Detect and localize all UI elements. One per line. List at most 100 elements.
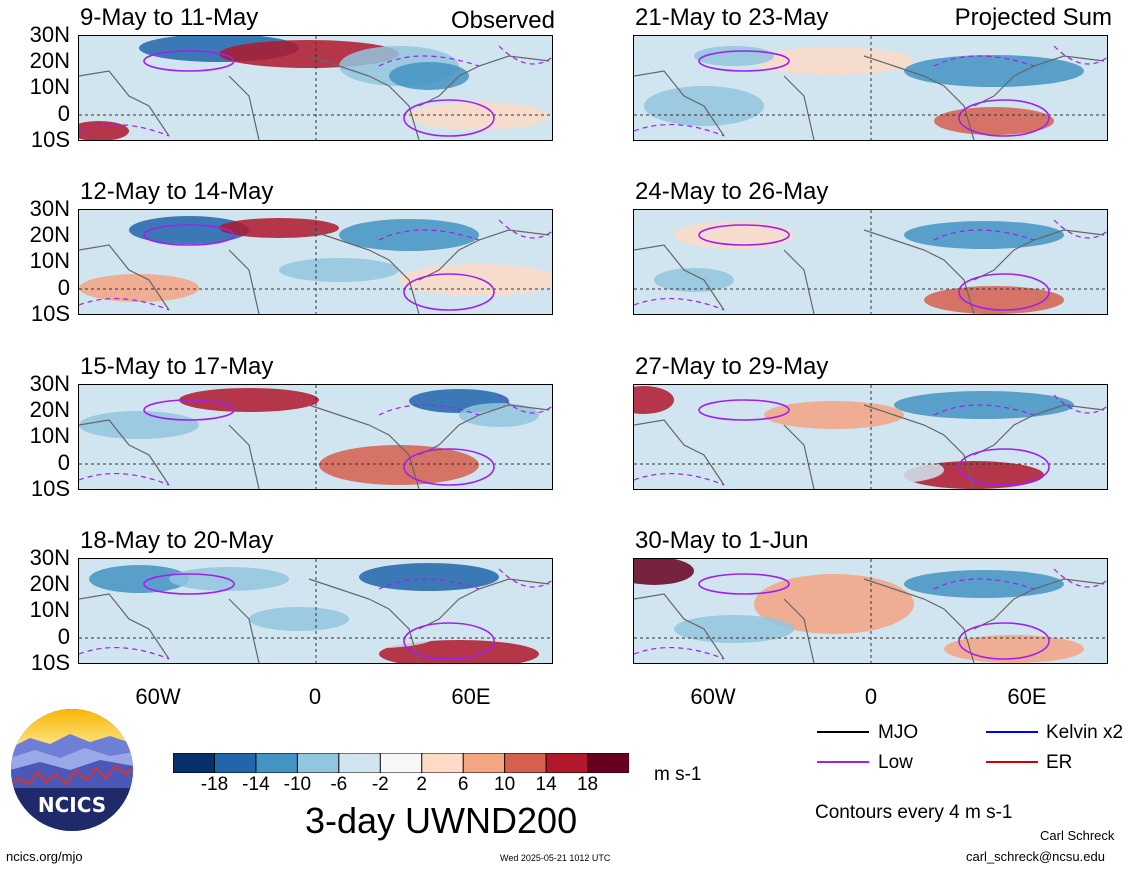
colorbar-tick-label: 18 — [576, 774, 599, 795]
panel-title: 24-May to 26-May — [635, 178, 829, 205]
map-panel — [78, 35, 553, 141]
lon-label: 60W — [135, 684, 181, 709]
anomaly-shading — [654, 268, 734, 292]
lat-label: 20N — [29, 48, 70, 73]
anomaly-shading — [129, 216, 249, 244]
lat-label: 30N — [29, 22, 70, 47]
anomaly-shading — [904, 55, 1084, 87]
map-canvas — [634, 210, 1107, 314]
panel-title: 21-May to 23-May — [635, 4, 829, 31]
low-contour — [403, 273, 495, 311]
legend-kelvin: Kelvin x2 — [1046, 722, 1124, 743]
figure-title: 3-day UWND200 — [305, 800, 578, 841]
mjo-line-icon — [817, 731, 869, 733]
map-panel — [633, 35, 1108, 141]
colorbar-swatch — [379, 752, 423, 774]
colorbar-swatch — [296, 752, 340, 774]
low-contour — [143, 224, 235, 246]
anomaly-shading — [904, 221, 1064, 249]
anomaly-shading — [219, 218, 339, 238]
colorbar-tick-label: -2 — [371, 774, 389, 795]
low-contour — [958, 273, 1050, 311]
colorbar-swatch — [172, 752, 216, 774]
low-contour — [403, 622, 495, 660]
anomaly-shading — [409, 102, 549, 130]
contours-note: Contours every 4 m s-1 — [815, 802, 1013, 823]
lat-label: 30N — [29, 196, 70, 221]
anomaly-shading — [179, 388, 319, 412]
lon-label: 0 — [308, 684, 322, 709]
anomaly-shading — [459, 403, 539, 427]
lat-label: 10S — [30, 127, 70, 152]
anomaly-shading — [379, 640, 539, 663]
lat-label: 0 — [57, 101, 70, 126]
colorbar-tick-label: -6 — [330, 774, 348, 795]
er-line-icon — [986, 761, 1038, 763]
footer-url[interactable]: ncics.org/mjo — [6, 849, 83, 864]
low-contour — [143, 573, 235, 595]
anomaly-shading — [249, 607, 349, 631]
map-canvas — [79, 559, 552, 663]
colorbar-tick-label: -18 — [200, 774, 229, 795]
low-line-icon — [817, 761, 869, 763]
low-contour-dashed — [634, 219, 1107, 311]
colorbar-tick-label: 2 — [416, 774, 427, 795]
colorbar-swatch — [545, 752, 589, 774]
coastline — [634, 229, 1105, 314]
lat-label: 10S — [30, 476, 70, 501]
lat-label: 20N — [29, 571, 70, 596]
projected-sum-label: Projected Sum — [954, 4, 1112, 31]
lat-label: 10S — [30, 301, 70, 326]
colorbar-tick-label: 6 — [457, 774, 469, 795]
footer-email[interactable]: carl_schreck@ncsu.edu — [966, 849, 1105, 864]
anomaly-shading — [79, 411, 199, 439]
footer-author: Carl Schreck — [1040, 828, 1115, 843]
anomaly-shading — [79, 95, 209, 127]
colorbar-tick-label: 14 — [535, 774, 557, 795]
low-contour-dashed — [79, 45, 552, 137]
panel-title: 27-May to 29-May — [635, 353, 829, 380]
anomaly-shading — [674, 433, 794, 457]
lat-label: 20N — [29, 222, 70, 247]
colorbar — [172, 752, 630, 778]
lat-label: 10N — [29, 74, 70, 99]
low-contour — [958, 448, 1050, 486]
anomaly-shading — [754, 574, 914, 634]
lat-label: 30N — [29, 371, 70, 396]
anomaly-shading — [359, 563, 499, 591]
contour-legend: MJO Kelvin x2 Low ER — [815, 722, 1130, 792]
low-contour — [403, 99, 495, 137]
lon-label: 60W — [690, 684, 736, 709]
map-canvas — [634, 36, 1107, 140]
anomaly-shading — [279, 258, 399, 282]
low-contour-dashed — [79, 219, 552, 311]
ncics-logo-icon: NCICS — [11, 709, 133, 831]
map-panel — [633, 384, 1108, 490]
low-contour-dashed — [634, 568, 1107, 660]
units-label: m s-1 — [654, 764, 702, 785]
low-contour-dashed — [79, 394, 552, 486]
low-contour — [698, 224, 790, 246]
lon-label: 60E — [1007, 684, 1047, 709]
legend-low: Low — [878, 752, 913, 773]
anomaly-shading — [79, 274, 199, 302]
low-contour — [698, 573, 790, 595]
map-panel — [78, 209, 553, 315]
anomaly-shading — [634, 559, 694, 585]
low-contour — [958, 622, 1050, 660]
anomaly-shading — [754, 47, 914, 75]
low-contour — [698, 50, 790, 72]
lat-label: 30N — [29, 545, 70, 570]
low-contour — [958, 99, 1050, 137]
lat-label: 10N — [29, 597, 70, 622]
colorbar-swatch — [462, 752, 506, 774]
anomaly-shading — [824, 456, 944, 484]
kelvin-line-icon — [986, 731, 1038, 733]
observed-label: Observed — [450, 7, 555, 34]
coastline — [79, 55, 550, 140]
panel-title: 12-May to 14-May — [80, 178, 274, 205]
map-panel — [633, 558, 1108, 664]
anomaly-shading — [894, 391, 1074, 419]
colorbar-swatch — [421, 752, 465, 774]
map-canvas — [634, 559, 1107, 663]
